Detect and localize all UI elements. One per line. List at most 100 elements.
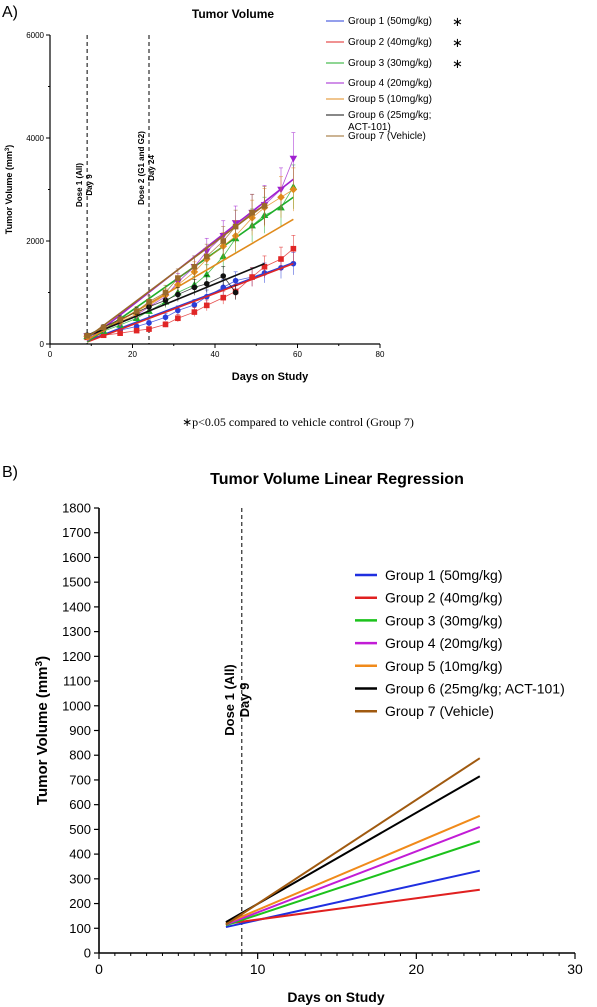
chart-a-legend-label: Group 2 (40mg/kg) [348, 37, 432, 48]
chart-b-x-tick-label: 0 [95, 961, 103, 977]
chart-a-point [191, 309, 198, 315]
chart-a-fit-line [86, 262, 265, 338]
chart-a-ylabel-end: ) [4, 145, 14, 148]
chart-a-point [84, 332, 90, 339]
chart-b-y-tick-label: 300 [69, 871, 91, 886]
chart-a-x-tick-label: 0 [48, 350, 53, 359]
panel-b-label: B) [2, 464, 18, 481]
chart-b-legend-label: Group 2 (40mg/kg) [385, 590, 503, 606]
chart-a-series [84, 262, 265, 339]
chart-b-x-tick-label: 10 [250, 961, 266, 977]
chart-b-series-line [225, 888, 480, 925]
chart-a-point [203, 253, 210, 260]
chart-a-point [133, 308, 140, 314]
chart-b-y-tick-label: 1100 [63, 674, 91, 689]
chart-a-point [277, 193, 285, 202]
chart-a-x-tick-label: 80 [376, 350, 385, 359]
chart-b-y-tick-label: 700 [69, 772, 91, 787]
chart-a-series [83, 164, 298, 343]
chart-a-series [84, 186, 268, 339]
chart-b-y-tick-label: 1200 [62, 649, 91, 664]
chart-a-point [191, 263, 198, 270]
chart-a-x-tick-label: 60 [293, 350, 302, 359]
chart-b-y-tick-label: 1700 [62, 525, 91, 540]
chart-a-series-line [86, 158, 294, 337]
chart-a-point [220, 284, 227, 291]
chart-b-series-line [225, 840, 481, 927]
footnote: ∗p<0.05 compared to vehicle control (Gro… [182, 415, 414, 429]
chart-a-point [162, 289, 169, 296]
chart-b-dose-text: Dose 1 (All) [222, 664, 237, 736]
chart-b-y-tick-label: 500 [69, 822, 91, 837]
chart-a-xlabel: Days on Study [232, 371, 309, 383]
chart-a-point [203, 302, 210, 309]
chart-a-point [100, 324, 107, 331]
chart-a-legend-label: Group 5 (10mg/kg) [348, 94, 432, 105]
chart-a-point [162, 321, 169, 328]
chart-a-dose-annotation: Dose 2 (G1 and G2)Day 24 [137, 131, 156, 205]
chart-a-point [146, 320, 152, 326]
chart-b-y-tick-label: 200 [69, 896, 91, 911]
chart-a-point [261, 263, 268, 270]
panel-a-label: A) [2, 4, 18, 21]
chart-a-point [191, 284, 198, 291]
chart-b-legend-label: Group 1 (50mg/kg) [385, 567, 503, 583]
chart-b-y-tick-label: 1600 [62, 550, 91, 565]
chart-a-title: Tumor Volume [192, 7, 275, 21]
chart-b-series-line [225, 825, 481, 926]
chart-a-x-tick-label: 20 [128, 350, 137, 359]
chart-b-title: Tumor Volume Linear Regression [210, 471, 464, 488]
chart-a-y-tick-label: 6000 [26, 31, 44, 40]
chart-b-xlabel: Days on Study [287, 989, 384, 1005]
chart-b-ylabel-end: ) [34, 656, 51, 661]
chart-a-series [84, 235, 297, 343]
chart-b-ylabel-main: Tumor Volume (mm [34, 666, 51, 805]
chart-a-legend: Group 1 (50mg/kg) ∗ Group 2 (40mg/kg) ∗ Grou… [326, 14, 463, 142]
chart-b-legend-label: Group 4 (20mg/kg) [385, 635, 503, 651]
chart-b-series-line [225, 814, 481, 925]
chart-a-point [133, 327, 140, 334]
chart-a-point [220, 238, 227, 244]
chart-a-point [232, 277, 239, 284]
chart-a-series [83, 167, 298, 341]
chart-b: 0100200300400500600700800900100011001200… [34, 501, 583, 978]
chart-b-y-tick-label: 400 [69, 847, 91, 862]
chart-a-ylabel: Tumor Volume (mm3) [4, 145, 14, 235]
chart-a-point [162, 314, 169, 321]
chart-b-series-line [225, 757, 481, 926]
chart-a-legend-star: ∗ [452, 56, 463, 71]
chart-a-point [220, 273, 227, 279]
chart-b-legend: Group 1 (50mg/kg) Group 2 (40mg/kg) Group … [355, 567, 565, 719]
chart-a-dose-day: Day 9 [85, 174, 94, 196]
chart-a-legend-label: Group 3 (30mg/kg) [348, 58, 432, 69]
chart-a-dose-text: Dose 1 (All) [75, 163, 84, 207]
chart-a-y-tick-label: 2000 [26, 237, 44, 246]
chart-a-point [290, 245, 297, 252]
chart-a-legend-label: Group 1 (50mg/kg) [348, 16, 432, 27]
chart-b-y-tick-label: 800 [69, 748, 91, 763]
chart-a-dose-day: Day 24 [147, 155, 156, 181]
chart-a-point [175, 315, 181, 322]
chart-b-legend-label: Group 3 (30mg/kg) [385, 612, 503, 628]
chart-a-point [100, 332, 107, 339]
chart-a-legend-label: Group 4 (20mg/kg) [348, 78, 432, 89]
chart-a-point [117, 316, 123, 323]
chart-a-point [289, 185, 298, 194]
chart-a-point [175, 307, 181, 314]
chart-a-point [117, 330, 123, 336]
chart-a-y-tick-label: 4000 [26, 134, 44, 143]
chart-a-point [175, 275, 181, 281]
chart-a-ylabel-sup: 3 [5, 147, 11, 151]
chart-b-y-tick-label: 100 [69, 921, 91, 936]
chart-a-legend-star: ∗ [452, 35, 463, 50]
chart-b-y-tick-label: 900 [69, 723, 91, 738]
chart-a-dose-text: Dose 2 (G1 and G2) [137, 131, 146, 205]
chart-b-legend-label: Group 5 (10mg/kg) [385, 658, 503, 674]
chart-a-point [249, 209, 255, 216]
chart-a-dose-annotation: Dose 1 (All)Day 9 [75, 163, 94, 207]
chart-b-y-tick-label: 1800 [62, 501, 91, 516]
chart-a-point [232, 289, 239, 296]
chart-a-point [232, 223, 239, 230]
